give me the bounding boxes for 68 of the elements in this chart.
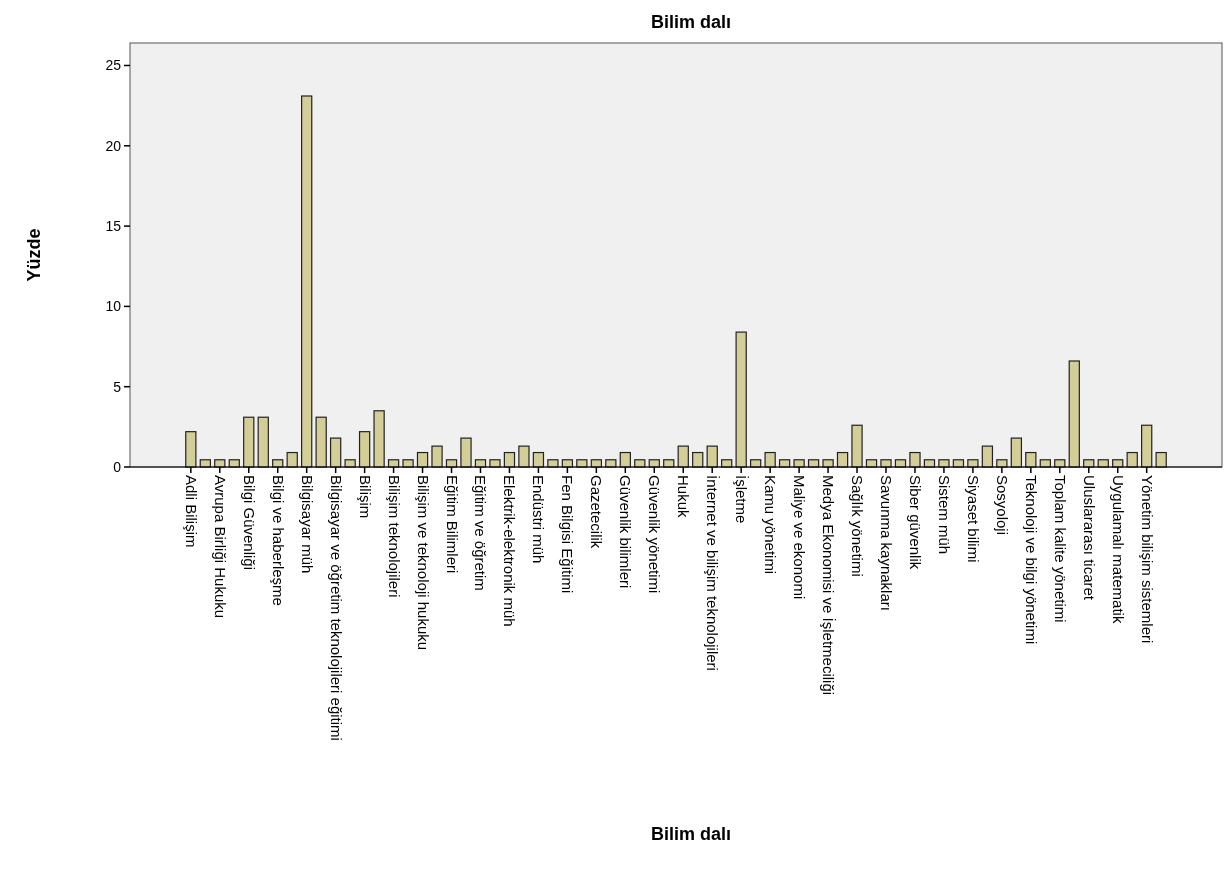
x-tick-label: Bilişim ve teknoloji hukuku [414, 475, 432, 651]
y-tick-label: 5 [113, 378, 122, 395]
x-tick-label: Medya Ekonomisi ve İşletmeciliği [820, 475, 838, 696]
y-tick-label: 25 [105, 57, 122, 74]
x-tick-label: Sosyoloji [993, 475, 1011, 536]
bar [851, 424, 863, 468]
x-tick-label: Toplam kalite yönetimi [1051, 475, 1069, 623]
x-tick-label: Kamu yönetimi [762, 475, 780, 575]
x-tick-label: Bilgi ve haberleşme [269, 475, 287, 606]
bar [358, 431, 371, 468]
x-tick-label: Adli Bilişim [182, 475, 200, 548]
bar [1126, 451, 1138, 468]
x-tick-label: Eğitim Bilimleri [443, 475, 461, 574]
x-tick-label: Bilgisayar ve öğretim teknolojileri eğitimi [327, 475, 345, 741]
bar [315, 416, 327, 468]
bar [373, 410, 385, 468]
x-tick-label: Siyaset bilimi [964, 475, 982, 563]
x-tick-label: Eğitim ve öğretim [472, 475, 490, 591]
x-tick-label: Teknoloji ve bilgi yönetimi [1022, 475, 1040, 645]
x-tick-label: İşletme [733, 475, 751, 524]
x-tick-label: Bilişim teknolojileri [385, 475, 403, 598]
y-tick-label: 15 [105, 217, 122, 234]
bar [460, 437, 472, 468]
x-tick-label: Maliye ve ekonomi [791, 475, 809, 600]
chart-title: Bilim dalı [650, 12, 732, 32]
bar [981, 445, 994, 468]
y-tick-label: 0 [113, 458, 122, 475]
x-tick-label: Uluslararası ticaret [1080, 475, 1098, 601]
bar [677, 445, 689, 468]
bar [286, 451, 298, 468]
bar [185, 431, 197, 468]
bar [1010, 437, 1023, 468]
x-tick-label: Güvenlik yönetimi [646, 475, 664, 594]
bar [735, 331, 747, 468]
x-tick-label: Hukuk [675, 475, 693, 519]
bar [706, 445, 718, 468]
bar [243, 416, 255, 468]
x-tick-label: Avrupa Birliği Hukuku [211, 475, 229, 619]
x-tick-label: Sistem müh [935, 475, 953, 555]
bar [301, 95, 313, 468]
x-tick-label: Fen Bilgisi Eğitimi [559, 475, 577, 594]
y-tick-label: 10 [105, 298, 122, 315]
x-tick-label: Elektrik-elektronik müh [501, 475, 519, 627]
x-tick-label: Gazetecilik [588, 475, 606, 549]
x-tick-label: İnternet ve bilişim teknolojileri [704, 475, 722, 671]
x-tick-label: Yönetim bilişim sistemleri [1138, 475, 1156, 644]
x-tick-label: Bilişim [356, 475, 374, 519]
bar [1068, 360, 1080, 468]
bar [518, 445, 530, 468]
bar [257, 416, 269, 468]
bar [764, 451, 776, 468]
x-tick-label: Endüstri müh [530, 475, 548, 564]
x-tick-label: Bilgi Güvenliği [240, 475, 258, 571]
x-tick-label: Siber güvenlik [906, 475, 924, 570]
y-axis-title: Yüzde [24, 228, 44, 282]
y-tick-label: 20 [105, 137, 122, 154]
bar [329, 437, 342, 468]
x-axis-title: Bilim dalı [650, 824, 732, 844]
x-tick-label: Güvenlik bilimleri [617, 475, 635, 589]
bar [909, 451, 921, 468]
x-tick-label: Sağlık yönetimi [849, 475, 867, 577]
bar [1141, 424, 1153, 468]
bar [431, 445, 443, 468]
x-tick-label: Savunma kaynakları [878, 475, 895, 611]
bar [1155, 451, 1167, 468]
x-tick-label: Uygulamalı matematik [1109, 475, 1127, 624]
bar [1025, 451, 1037, 468]
x-tick-label: Bilgisayar müh [298, 475, 316, 574]
